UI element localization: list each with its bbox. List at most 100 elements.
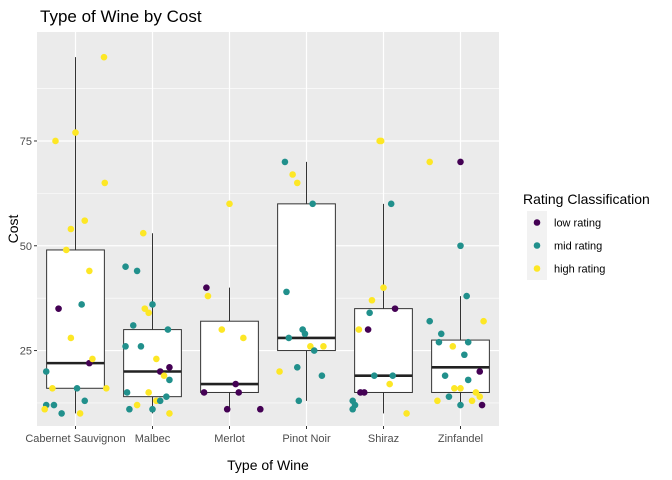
point-zinfandel (476, 393, 484, 400)
x-tick-label-shiraz: Shiraz (368, 433, 399, 445)
point-shiraz (387, 200, 395, 208)
point-zinfandel (464, 338, 472, 346)
x-tick-label-cabernet-sauvignon: Cabernet Sauvignon (25, 433, 125, 445)
point-shiraz (366, 309, 373, 317)
point-malbec (163, 393, 170, 400)
point-shiraz (380, 284, 387, 291)
point-merlot (223, 405, 231, 413)
point-merlot (235, 389, 243, 396)
point-malbec (164, 326, 172, 333)
x-tick-label-pinot-noir: Pinot Noir (282, 433, 331, 445)
point-merlot (240, 334, 247, 342)
point-cabernet-sauvignon (81, 217, 89, 224)
legend-label-low-rating: low rating (554, 218, 601, 230)
point-malbec (160, 372, 168, 380)
point-zinfandel (437, 330, 445, 338)
plot-panel (37, 32, 499, 426)
legend-key-mid-rating (533, 242, 541, 249)
point-zinfandel (480, 317, 487, 325)
point-merlot (203, 284, 210, 291)
point-malbec (149, 301, 156, 308)
point-zinfandel (457, 158, 464, 166)
point-pinot-noir (293, 364, 301, 371)
point-zinfandel (441, 372, 449, 380)
point-malbec (139, 229, 147, 237)
boxes (46, 203, 490, 398)
point-cabernet-sauvignon (49, 384, 56, 392)
point-zinfandel (434, 397, 441, 405)
point-cabernet-sauvignon (55, 305, 62, 312)
point-pinot-noir (310, 347, 318, 354)
point-zinfandel (476, 368, 484, 375)
y-tick-label: 50 (20, 241, 32, 253)
point-malbec (156, 397, 164, 405)
point-merlot (232, 380, 239, 388)
chart-title: Type of Wine by Cost (40, 7, 202, 26)
point-cabernet-sauvignon (76, 410, 84, 417)
point-malbec (153, 355, 160, 363)
point-zinfandel (478, 401, 486, 409)
point-shiraz (386, 380, 393, 388)
legend-key-high-rating (533, 265, 541, 272)
box-malbec (123, 329, 182, 398)
point-cabernet-sauvignon (101, 179, 109, 187)
point-malbec (156, 368, 164, 375)
legend-label-high-rating: high rating (554, 264, 605, 276)
point-malbec (129, 322, 137, 329)
point-zinfandel (451, 384, 458, 392)
legend-title: Rating Classification (523, 191, 650, 207)
point-shiraz (360, 389, 368, 396)
point-malbec (145, 389, 152, 396)
point-malbec (133, 267, 141, 275)
point-zinfandel (463, 292, 470, 300)
point-zinfandel (457, 242, 464, 250)
point-shiraz (351, 401, 359, 409)
point-shiraz (364, 326, 372, 333)
point-cabernet-sauvignon (89, 355, 96, 363)
y-tick-label: 25 (20, 346, 32, 358)
point-zinfandel (449, 343, 457, 350)
box-shiraz (354, 308, 413, 393)
point-pinot-noir (283, 288, 290, 296)
point-shiraz (370, 372, 378, 380)
point-shiraz (377, 137, 385, 145)
point-malbec (166, 364, 173, 371)
point-shiraz (355, 326, 363, 333)
point-shiraz (391, 305, 399, 312)
point-malbec (166, 376, 173, 384)
point-pinot-noir (281, 158, 289, 166)
point-zinfandel (426, 317, 434, 325)
point-cabernet-sauvignon (67, 225, 75, 233)
point-cabernet-sauvignon (72, 129, 79, 136)
box-cabernet-sauvignon (46, 249, 105, 389)
point-cabernet-sauvignon (73, 384, 81, 392)
point-cabernet-sauvignon (62, 246, 70, 254)
point-zinfandel (457, 384, 464, 392)
point-merlot (226, 200, 233, 208)
point-cabernet-sauvignon (52, 137, 59, 145)
point-malbec (137, 343, 145, 350)
point-shiraz (389, 372, 397, 380)
point-pinot-noir (309, 200, 316, 208)
point-cabernet-sauvignon (103, 384, 110, 392)
point-cabernet-sauvignon (100, 53, 108, 61)
y-axis-ticks: 25 50 75 (20, 136, 37, 358)
legend-label-mid-rating: mid rating (554, 241, 602, 253)
point-malbec (126, 405, 133, 413)
legend-key-low-rating (533, 219, 541, 226)
point-malbec (145, 309, 152, 317)
point-malbec (122, 263, 129, 271)
point-cabernet-sauvignon (42, 368, 50, 375)
x-tick-label-merlot: Merlot (214, 433, 245, 445)
y-axis-title: Cost (5, 215, 21, 244)
point-pinot-noir (293, 179, 301, 187)
point-malbec (149, 405, 156, 413)
box-merlot (200, 320, 259, 393)
point-pinot-noir (318, 372, 326, 380)
x-axis-title: Type of Wine (227, 457, 309, 473)
point-zinfandel (464, 376, 472, 384)
point-cabernet-sauvignon (50, 401, 58, 409)
point-pinot-noir (289, 171, 296, 178)
point-pinot-noir (301, 330, 309, 338)
